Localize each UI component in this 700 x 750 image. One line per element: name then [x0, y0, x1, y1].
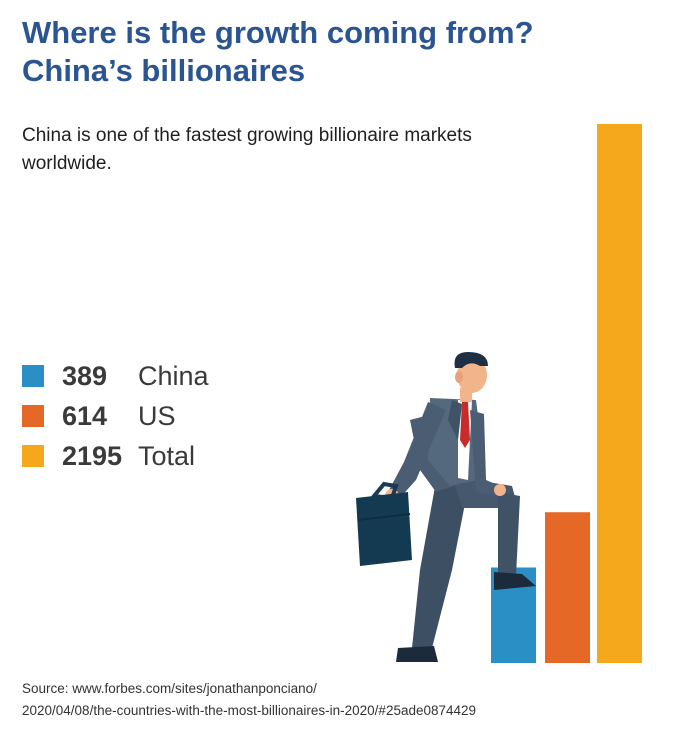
legend-value-china: 389 — [62, 360, 108, 391]
legend-value-us: 614 — [62, 400, 108, 431]
legend-swatch-us — [22, 405, 44, 427]
bar-total — [597, 124, 642, 663]
bars-group — [491, 124, 642, 663]
legend-label-total: Total — [138, 440, 196, 471]
legend-label-us: US — [138, 400, 176, 431]
title-line-2: China’s billionaires — [22, 53, 306, 88]
legend-item-total: 2195 Total — [22, 436, 209, 476]
businessman-stepping-up-icon — [385, 352, 536, 662]
legend-swatch-china — [22, 365, 44, 387]
subtitle: China is one of the fastest growing bill… — [22, 125, 472, 174]
briefcase-icon — [356, 481, 412, 566]
source-line-2: 2020/04/08/the-countries-with-the-most-b… — [22, 703, 477, 718]
source-note: Source: www.forbes.com/sites/jonathanpon… — [22, 678, 682, 722]
bar-us — [545, 512, 590, 663]
page-title: Where is the growth coming from? China’s… — [22, 14, 682, 90]
legend-value-total: 2195 — [62, 440, 123, 471]
title-line-1: Where is the growth coming from? — [22, 15, 534, 50]
legend-item-china: 389 China — [22, 356, 209, 396]
legend-swatch-total — [22, 445, 44, 467]
source-line-1: Source: www.forbes.com/sites/jonathanpon… — [22, 681, 317, 696]
legend-label-china: China — [138, 360, 209, 391]
legend-item-us: 614 US — [22, 396, 209, 436]
chart-legend: 389 China 614 US 2195 Total — [22, 356, 209, 476]
